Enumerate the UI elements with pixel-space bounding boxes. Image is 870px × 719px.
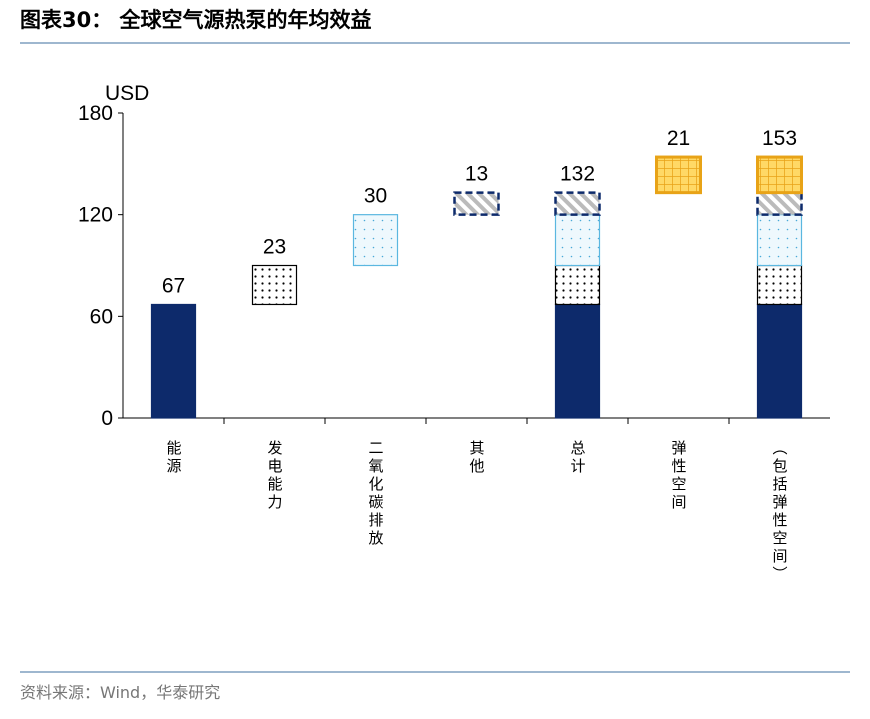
x-tick-label: 弹性空间: [670, 440, 688, 512]
bar-segment: [554, 303, 601, 419]
value-label: 153: [762, 127, 797, 150]
bar-segment: [756, 214, 803, 267]
y-tick-label: 120: [78, 204, 113, 227]
bar-segment: [756, 155, 803, 195]
x-tick-label: 总计: [569, 440, 587, 476]
source: 资料来源：Wind，华泰研究: [20, 683, 220, 702]
bar-segment: [554, 191, 601, 216]
x-tick-label: （包括弹性空间）: [771, 440, 789, 584]
bar-segment: [756, 191, 803, 216]
page-title: 图表30： 全球空气源热泵的年均效益: [20, 8, 372, 32]
y-tick-label: 60: [90, 305, 113, 328]
y-axis-label: USD: [105, 82, 149, 105]
bar-segment: [554, 214, 601, 267]
value-label: 23: [263, 236, 286, 259]
bar-segment: [251, 264, 298, 306]
y-tick-label: 0: [101, 407, 113, 430]
bar-segment: [150, 303, 197, 419]
value-label: 13: [465, 163, 488, 186]
x-tick-label: 能源: [165, 440, 183, 476]
bar-segment: [352, 214, 399, 267]
x-tick-label: 发电能力: [266, 440, 284, 512]
value-label: 132: [560, 163, 595, 186]
value-label: 67: [162, 274, 185, 297]
bar-segment: [453, 191, 500, 216]
y-tick-label: 180: [78, 102, 113, 125]
x-tick-label: 二氧化碳排放: [367, 440, 385, 548]
value-label: 30: [364, 185, 387, 208]
value-label: 21: [667, 127, 690, 150]
bar-segment: [756, 303, 803, 419]
bar-segment: [554, 264, 601, 306]
x-tick-label: 其他: [468, 440, 486, 476]
bar-segment: [756, 264, 803, 306]
bar-segment: [655, 155, 702, 195]
